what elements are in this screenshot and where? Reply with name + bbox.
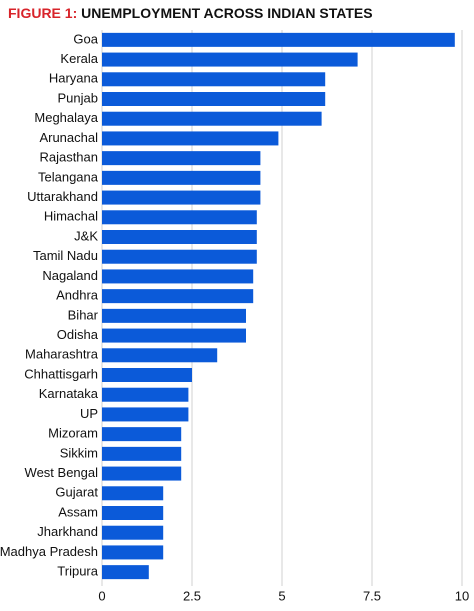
y-tick-label: J&K — [74, 228, 98, 243]
y-tick-label: Mizoram — [48, 426, 98, 441]
y-tick-label: Nagaland — [42, 268, 98, 283]
y-tick-label: Karnataka — [39, 386, 99, 401]
bar — [102, 446, 182, 461]
bar — [102, 92, 326, 106]
y-tick-label: Maharashtra — [25, 347, 99, 362]
y-tick-label: Punjab — [58, 90, 98, 105]
bar — [102, 52, 358, 67]
y-tick-label: West Bengal — [25, 465, 99, 480]
bar — [102, 525, 164, 540]
bar — [102, 486, 164, 501]
bar — [102, 230, 257, 244]
bar — [102, 151, 261, 166]
y-tick-label: Madhya Pradesh — [0, 544, 98, 559]
y-tick-label: Rajasthan — [39, 150, 98, 165]
y-tick-label: Tamil Nadu — [33, 248, 98, 263]
bar — [102, 466, 182, 481]
x-tick-label: 5 — [278, 588, 285, 603]
y-tick-label: Gujarat — [55, 485, 98, 500]
title-prefix: FIGURE 1: — [8, 5, 77, 21]
y-tick-label: Haryana — [49, 71, 99, 86]
y-tick-label: Jharkhand — [37, 524, 98, 539]
bar — [102, 565, 149, 580]
bar — [102, 348, 218, 363]
bar — [102, 72, 326, 87]
bar — [102, 32, 455, 47]
bar — [102, 289, 254, 304]
y-tick-label: Sikkim — [60, 445, 98, 460]
bar — [102, 269, 254, 284]
bar — [102, 170, 261, 185]
bar — [102, 387, 189, 402]
y-tick-label: Tripura — [57, 564, 98, 579]
bar — [102, 111, 322, 126]
bar — [102, 190, 261, 205]
bar — [102, 210, 257, 225]
y-tick-label: Odisha — [57, 327, 99, 342]
bar — [102, 249, 257, 264]
y-tick-label: Assam — [58, 504, 98, 519]
y-tick-label: Himachal — [44, 209, 98, 224]
bar — [102, 427, 182, 442]
y-tick-label: Meghalaya — [34, 110, 98, 125]
y-tick-label: Goa — [73, 31, 98, 46]
x-tick-label: 2.5 — [183, 588, 201, 603]
bar — [102, 368, 192, 382]
y-tick-label: UP — [80, 406, 98, 421]
x-tick-label: 7.5 — [363, 588, 381, 603]
y-tick-label: Uttarakhand — [27, 189, 98, 204]
title-text: UNEMPLOYMENT ACROSS INDIAN STATES — [81, 5, 372, 21]
bar — [102, 308, 246, 323]
y-tick-label: Kerala — [60, 51, 98, 66]
y-tick-label: Telangana — [38, 169, 99, 184]
bar — [102, 328, 246, 343]
bar — [102, 131, 279, 146]
bar — [102, 506, 164, 520]
y-tick-label: Bihar — [68, 307, 99, 322]
y-tick-label: Andhra — [56, 288, 99, 303]
bar — [102, 407, 189, 422]
y-tick-label: Arunachal — [39, 130, 98, 145]
x-tick-label: 0 — [98, 588, 105, 603]
bar — [102, 545, 164, 560]
x-tick-label: 10 — [455, 588, 469, 603]
y-tick-label: Chhattisgarh — [24, 366, 98, 381]
chart-title: FIGURE 1: UNEMPLOYMENT ACROSS INDIAN STA… — [8, 5, 373, 21]
